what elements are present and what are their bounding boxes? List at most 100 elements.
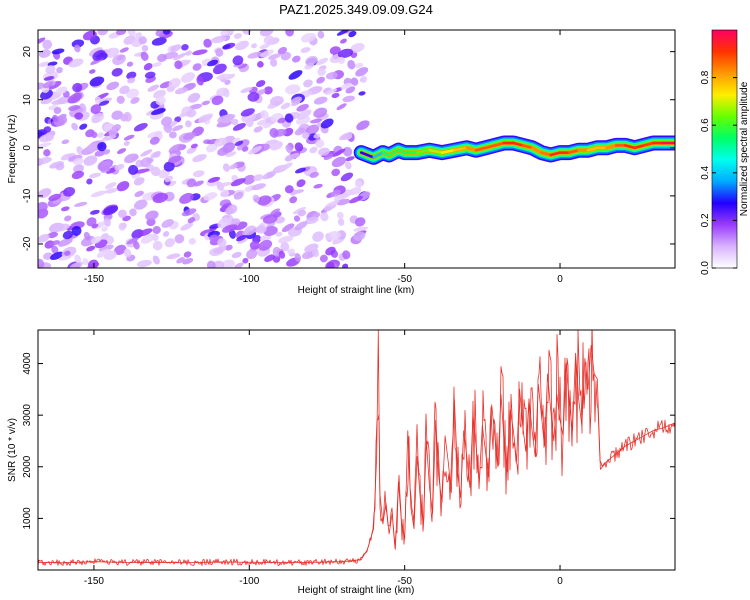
noise-blob bbox=[138, 36, 147, 45]
noise-blob bbox=[38, 142, 52, 149]
spectrogram-panel: -150 -100 -50 0 20 10 0 -10 -20 Height of strai… bbox=[7, 29, 676, 296]
noise-blob bbox=[283, 127, 294, 137]
noise-blob bbox=[291, 100, 301, 107]
noise-blob bbox=[86, 262, 100, 268]
noise-blob bbox=[117, 148, 127, 155]
noise-blob bbox=[312, 249, 320, 258]
noise-blob bbox=[182, 258, 194, 265]
noise-blob bbox=[145, 210, 159, 221]
noise-blob bbox=[185, 120, 192, 128]
noise-blob bbox=[176, 257, 185, 264]
noise-blob bbox=[96, 248, 110, 258]
noise-blob bbox=[258, 239, 273, 251]
noise-blob bbox=[345, 156, 355, 162]
noise-blob bbox=[253, 126, 263, 133]
noise-blob bbox=[232, 55, 244, 66]
noise-blob bbox=[114, 244, 127, 255]
noise-blob bbox=[280, 51, 292, 61]
noise-blob bbox=[324, 88, 338, 96]
noise-blob bbox=[117, 209, 127, 218]
noise-blob bbox=[236, 144, 244, 151]
noise-blob bbox=[336, 103, 347, 111]
noise-blob bbox=[358, 91, 366, 96]
noise-blob bbox=[331, 156, 347, 168]
noise-blob bbox=[112, 54, 126, 65]
noise-blob bbox=[247, 92, 260, 102]
noise-blob bbox=[263, 35, 274, 45]
noise-blob bbox=[356, 120, 370, 131]
noise-blob bbox=[74, 201, 88, 207]
noise-blob bbox=[140, 157, 153, 168]
colorbar-tick-label: 0.0 bbox=[700, 261, 711, 275]
noise-blob bbox=[207, 176, 221, 183]
noise-blob bbox=[111, 110, 124, 120]
noise-blob bbox=[188, 237, 196, 245]
noise-blob bbox=[284, 113, 294, 123]
noise-blob bbox=[170, 44, 182, 52]
noise-blob bbox=[349, 195, 363, 204]
noise-blob bbox=[152, 226, 161, 234]
noise-blob bbox=[97, 141, 107, 152]
noise-blob bbox=[58, 255, 72, 261]
noise-blob bbox=[86, 245, 96, 252]
noise-blob bbox=[253, 174, 264, 182]
noise-blob bbox=[192, 170, 205, 178]
noise-blob bbox=[340, 172, 354, 182]
noise-blob bbox=[55, 223, 70, 232]
noise-blob bbox=[251, 43, 258, 49]
noise-blob bbox=[296, 109, 312, 120]
noise-blob bbox=[211, 95, 224, 106]
x-tick-label: -50 bbox=[397, 576, 412, 587]
noise-blob bbox=[140, 149, 153, 157]
noise-blob bbox=[174, 116, 182, 123]
signal-track-core bbox=[605, 144, 618, 150]
noise-blob bbox=[332, 148, 346, 157]
signal-track-core bbox=[568, 148, 580, 154]
noise-blob bbox=[152, 255, 160, 265]
noise-blob bbox=[309, 171, 319, 178]
noise-blob bbox=[179, 192, 194, 204]
noise-blob bbox=[350, 77, 359, 86]
noise-blob bbox=[294, 142, 304, 152]
noise-blob bbox=[203, 38, 212, 48]
noise-blob bbox=[201, 100, 211, 106]
noise-blob bbox=[233, 191, 244, 200]
noise-blob bbox=[275, 232, 283, 237]
noise-blob bbox=[315, 139, 325, 148]
noise-blob bbox=[71, 122, 78, 131]
noise-blob bbox=[39, 134, 53, 143]
noise-blob bbox=[248, 145, 262, 155]
noise-blob bbox=[98, 244, 114, 252]
noise-blob bbox=[233, 262, 244, 268]
noise-blob bbox=[67, 92, 82, 104]
noise-blob bbox=[82, 30, 97, 41]
noise-blob bbox=[51, 245, 59, 254]
noise-blob bbox=[57, 237, 73, 247]
noise-blob bbox=[319, 254, 328, 263]
snr-x-label: Height of straight line (km) bbox=[298, 585, 415, 596]
noise-blob bbox=[206, 260, 216, 268]
noise-blob bbox=[123, 134, 135, 141]
noise-blob bbox=[38, 49, 51, 58]
noise-blob bbox=[82, 258, 89, 266]
noise-blob bbox=[47, 61, 58, 67]
colorbar-tick-label: 0.6 bbox=[700, 118, 711, 132]
noise-blob bbox=[80, 236, 96, 247]
noise-blob bbox=[42, 80, 54, 89]
signal-track-core bbox=[624, 144, 636, 150]
noise-blob bbox=[89, 172, 101, 179]
noise-blob bbox=[86, 143, 100, 152]
noise-blob bbox=[305, 55, 318, 66]
noise-blob bbox=[162, 30, 171, 35]
colorbar-label: Normalized spectral amplitude bbox=[739, 81, 750, 216]
noise-blob bbox=[240, 87, 253, 94]
noise-blob bbox=[268, 53, 282, 60]
noise-blob bbox=[360, 75, 368, 83]
spectrogram-frame bbox=[37, 29, 676, 269]
noise-blob bbox=[52, 114, 59, 123]
noise-blob bbox=[53, 107, 62, 114]
noise-blob bbox=[134, 190, 144, 197]
noise-blob bbox=[221, 114, 236, 122]
noise-blob bbox=[180, 222, 194, 231]
noise-blob bbox=[63, 186, 76, 197]
